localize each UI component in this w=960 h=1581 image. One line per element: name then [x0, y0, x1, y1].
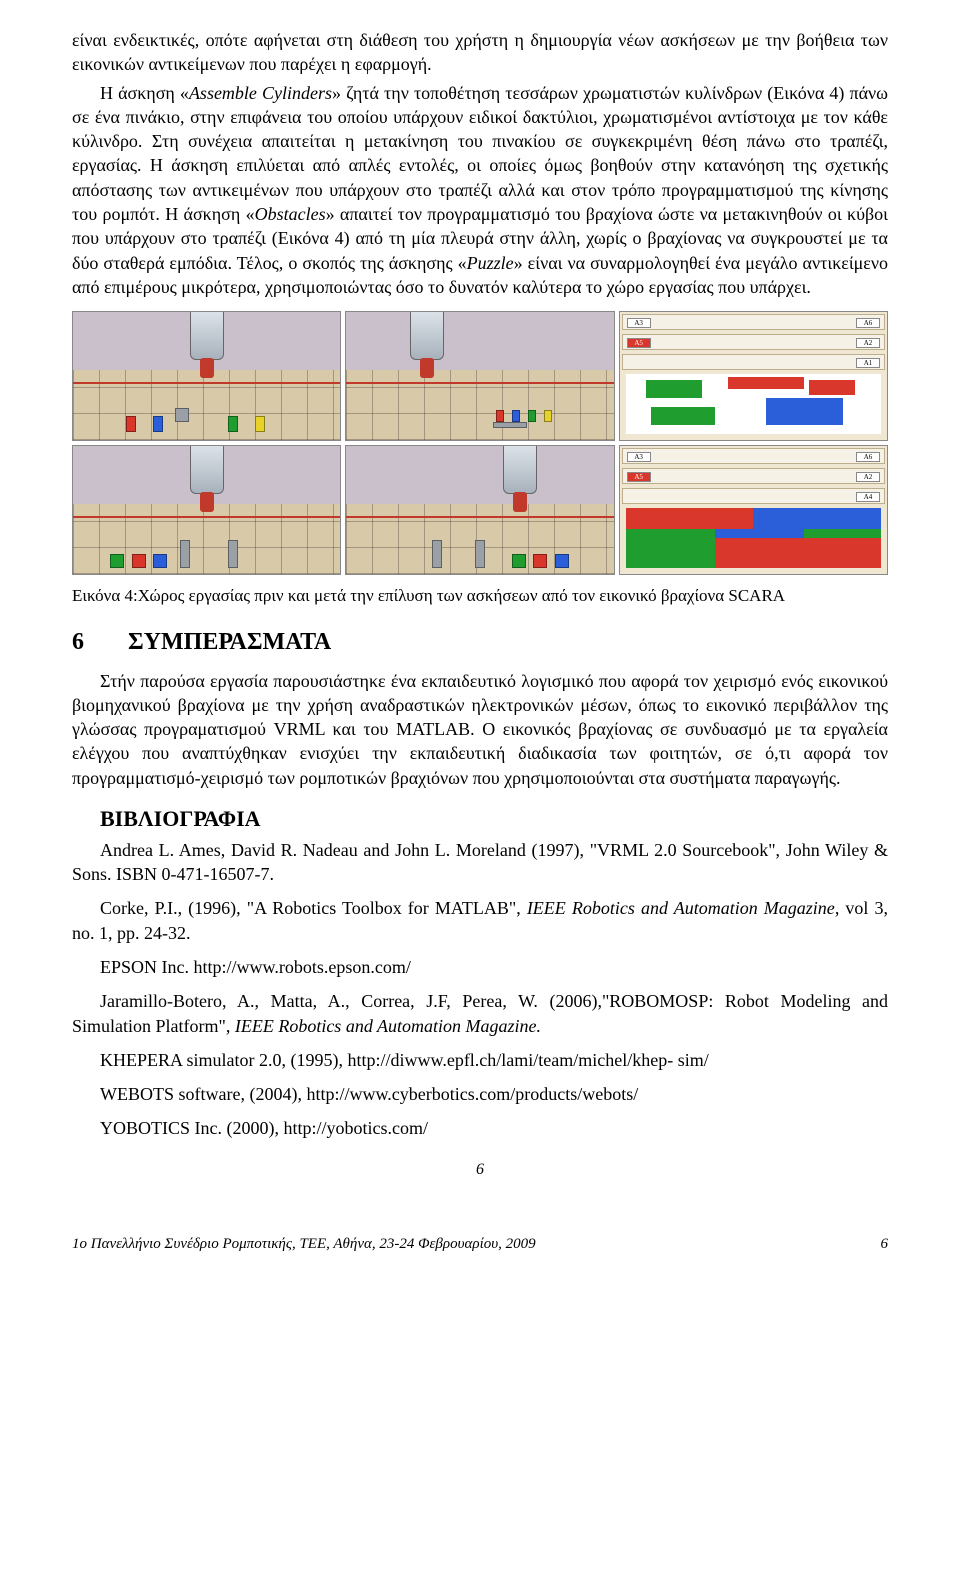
reference-item: KHEPERA simulator 2.0, (1995), http://di…	[72, 1048, 888, 1072]
paragraph-main: Η άσκηση «Assemble Cylinders» ζητά την τ…	[72, 81, 888, 300]
section-title: ΣΥΜΠΕΡΑΣΜΑΤΑ	[128, 629, 331, 655]
reference-item: WEBOTS software, (2004), http://www.cybe…	[72, 1082, 888, 1106]
figure-panel-1	[72, 311, 341, 441]
text: » ζητά την τοποθέτηση τεσσάρων χρωματιστ…	[72, 83, 888, 224]
strip-label: A2	[856, 472, 880, 482]
figure-panel-5	[345, 445, 614, 575]
figure-panel-3: A3 A6 A5 A2 A1	[619, 311, 888, 441]
footer-page-number: 6	[881, 1234, 889, 1254]
bibliography-heading: ΒΙΒΛΙΟΓΡΑΦΙΑ	[100, 804, 888, 834]
section-number: 6	[72, 626, 128, 658]
figure-panel-2	[345, 311, 614, 441]
text: Corke, P.I., (1996), "A Robotics Toolbox…	[100, 898, 527, 918]
strip-label: A4	[856, 492, 880, 502]
section-heading-conclusions: 6ΣΥΜΠΕΡΑΣΜΑΤΑ	[72, 626, 888, 658]
reference-item: Corke, P.I., (1996), "A Robotics Toolbox…	[72, 896, 888, 945]
reference-item: EPSON Inc. http://www.robots.epson.com/	[72, 955, 888, 979]
figure-panel-4	[72, 445, 341, 575]
figure-4-caption: Εικόνα 4:Χώρος εργασίας πριν και μετά τη…	[72, 585, 888, 608]
page-footer: 1ο Πανελλήνιο Συνέδριο Ρομποτικής, ΤΕΕ, …	[72, 1234, 888, 1254]
page-number-center: 6	[72, 1159, 888, 1181]
strip-label: A6	[856, 452, 880, 462]
strip-label: A3	[627, 318, 651, 328]
footer-conference-info: 1ο Πανελλήνιο Συνέδριο Ρομποτικής, ΤΕΕ, …	[72, 1234, 536, 1254]
strip-label: A3	[627, 452, 651, 462]
reference-item: YOBOTICS Inc. (2000), http://yobotics.co…	[72, 1116, 888, 1140]
paragraph-conclusions: Στήν παρούσα εργασία παρουσιάστηκε ένα ε…	[72, 669, 888, 790]
italic-term: Puzzle	[467, 253, 514, 273]
strip-label: A5	[627, 338, 651, 348]
text: Η άσκηση «	[100, 83, 189, 103]
reference-item: Jaramillo-Botero, A., Matta, A., Correa,…	[72, 989, 888, 1038]
strip-label: A5	[627, 472, 651, 482]
paragraph-intro: είναι ενδεικτικές, οπότε αφήνεται στη δι…	[72, 28, 888, 77]
italic-term: Assemble Cylinders	[189, 83, 332, 103]
reference-item: Andrea L. Ames, David R. Nadeau and John…	[72, 838, 888, 887]
figure-panel-6: A3 A6 A5 A2 A4	[619, 445, 888, 575]
strip-label: A1	[856, 358, 880, 368]
figure-4: A3 A6 A5 A2 A1	[72, 309, 888, 608]
figure-4-images: A3 A6 A5 A2 A1	[72, 309, 888, 577]
strip-label: A6	[856, 318, 880, 328]
italic-journal: IEEE Robotics and Automation Magazine.	[235, 1016, 541, 1036]
italic-journal: IEEE Robotics and Automation Magazine	[527, 898, 835, 918]
strip-label: A2	[856, 338, 880, 348]
italic-term: Obstacles	[255, 204, 326, 224]
